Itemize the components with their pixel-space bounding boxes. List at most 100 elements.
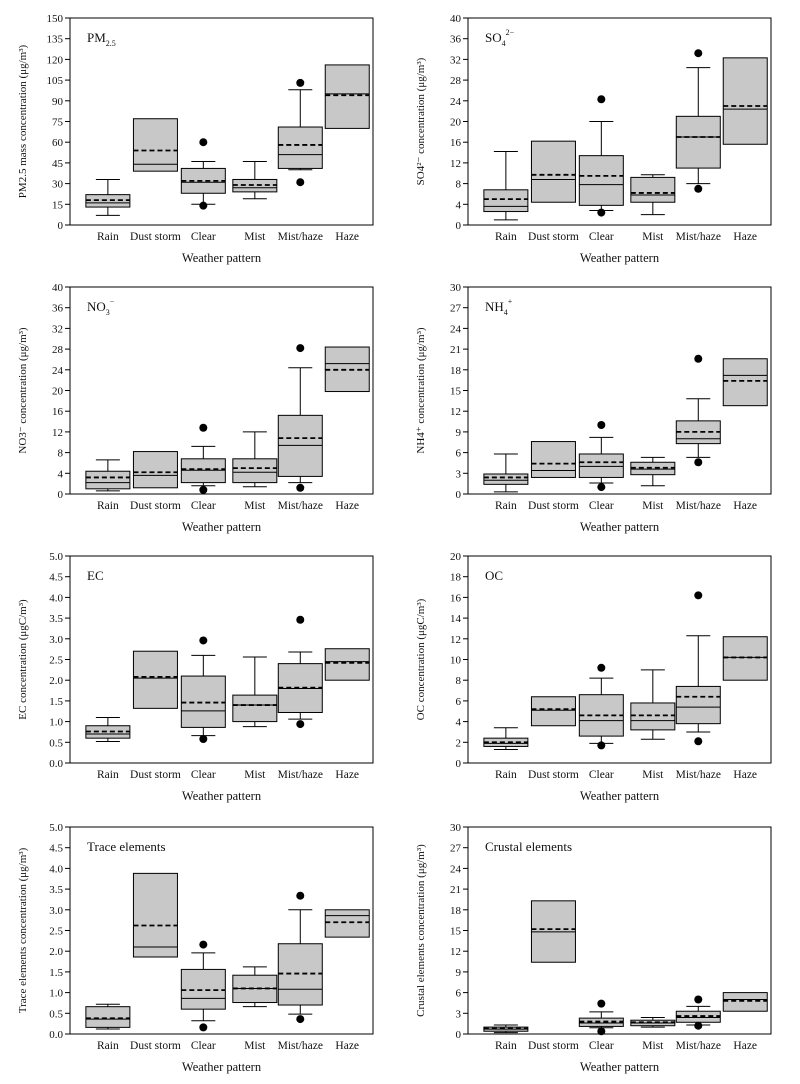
iqr-box [324, 64, 370, 129]
chart-panel-2: 0 4 8 12 16 20 24 28 32 36 40 Rain Dust storm Clear Mi… [415, 13, 772, 265]
box-clear [578, 999, 624, 1036]
y-tick-label: 3.0 [49, 634, 63, 646]
category-label: Haze [733, 769, 757, 781]
y-tick-label: 3.5 [49, 613, 63, 625]
box-mist [630, 1016, 676, 1028]
y-tick-label: 30 [450, 282, 462, 294]
y-tick-label: 36 [450, 34, 462, 46]
category-label: Mist/haze [278, 1040, 323, 1052]
category-label: Rain [495, 769, 517, 781]
box-mist-haze [675, 354, 721, 467]
category-label: Dust storm [528, 231, 579, 243]
box-clear [180, 138, 226, 210]
box-rain [85, 459, 131, 492]
outlier-point [694, 591, 703, 600]
box-clear [578, 421, 624, 492]
y-tick-label: 3.5 [49, 884, 63, 896]
iqr-box [483, 189, 529, 213]
outlier-point [199, 636, 208, 645]
box-mist-haze [675, 995, 721, 1030]
category-label: Dust storm [528, 769, 579, 781]
y-tick-label: 24 [450, 863, 462, 875]
y-tick-label: 32 [52, 323, 63, 335]
category-label: Haze [733, 500, 757, 512]
y-tick-label: 20 [450, 117, 462, 129]
iqr-box [722, 992, 768, 1012]
y-tick-label: 4.5 [49, 843, 63, 855]
iqr-box [232, 458, 278, 484]
category-label: Dust storm [130, 500, 181, 512]
category-label: Mist/haze [676, 500, 721, 512]
category-label: Clear [589, 500, 614, 512]
iqr-box [578, 155, 624, 206]
iqr-box [85, 470, 131, 490]
category-label: Rain [495, 500, 517, 512]
box-mist-haze [277, 891, 323, 1024]
y-tick-label: 18 [450, 365, 462, 377]
x-axis-label: Weather pattern [580, 1060, 660, 1074]
y-tick-label: 27 [450, 843, 462, 855]
outlier-point [694, 354, 703, 363]
category-label: Dust storm [130, 769, 181, 781]
outlier-point [199, 1023, 208, 1032]
outlier-point [199, 940, 208, 949]
panel-title: EC [87, 568, 104, 583]
y-tick-label: 8 [456, 179, 462, 191]
category-label: Mist [244, 500, 266, 512]
outlier-point [694, 184, 703, 193]
y-tick-label: 2 [456, 737, 462, 749]
category-label: Clear [589, 769, 614, 781]
chart-panel-6: 0 2 4 6 8 10 12 14 16 18 20 Rain Dust storm Clear Mist… [415, 551, 772, 803]
category-label: Haze [335, 231, 359, 243]
y-tick-label: 18 [450, 905, 462, 917]
category-label: Mist [642, 231, 664, 243]
iqr-box [722, 636, 768, 681]
category-label: Dust storm [130, 231, 181, 243]
iqr-box [232, 178, 278, 193]
box-rain [85, 1003, 131, 1030]
outlier-point [597, 741, 606, 750]
iqr-box [530, 140, 576, 203]
y-tick-label: 28 [450, 75, 462, 87]
y-tick-label: 28 [52, 344, 64, 356]
chart-panel-3: 0 4 8 12 16 20 24 28 32 36 40 Rain Dust storm Clear Mi… [17, 282, 374, 534]
box-mist [630, 174, 676, 216]
panel-title: Trace elements [87, 839, 166, 854]
y-tick-label: 14 [450, 613, 462, 625]
iqr-box [85, 194, 131, 208]
y-tick-label: 45 [52, 158, 64, 170]
box-mist-haze [277, 615, 323, 729]
category-label: Mist [642, 769, 664, 781]
iqr-box [675, 115, 721, 169]
y-tick-label: 0 [58, 489, 64, 501]
outlier-point [597, 421, 606, 429]
y-tick-label: 105 [47, 75, 64, 87]
box-haze [722, 358, 768, 407]
iqr-box [578, 453, 624, 478]
category-label: Rain [495, 231, 517, 243]
category-label: Mist/haze [278, 500, 323, 512]
y-tick-label: 0 [456, 220, 462, 232]
outlier-point [694, 49, 703, 58]
chart-panel-8: 0 3 6 9 12 15 18 21 24 27 30 Rain Dust storm Clear Mis… [415, 822, 772, 1074]
y-tick-label: 40 [450, 13, 462, 25]
y-tick-label: 32 [450, 54, 461, 66]
y-tick-label: 12 [52, 427, 63, 439]
y-tick-label: 4 [456, 199, 462, 211]
y-tick-label: 0 [58, 220, 64, 232]
y-tick-label: 1.0 [49, 717, 63, 729]
category-label: Haze [335, 1040, 359, 1052]
outlier-point [296, 344, 305, 353]
y-tick-label: 12 [450, 946, 461, 958]
y-tick-label: 0.5 [49, 737, 63, 749]
outlier-point [694, 458, 703, 467]
y-tick-label: 1.5 [49, 967, 63, 979]
box-haze [324, 909, 370, 938]
y-tick-label: 75 [52, 117, 64, 129]
box-haze [722, 636, 768, 681]
category-label: Mist/haze [676, 1040, 721, 1052]
y-tick-label: 24 [450, 323, 462, 335]
y-tick-label: 15 [450, 926, 462, 938]
y-tick-label: 5.0 [49, 551, 63, 563]
outlier-point [199, 201, 208, 210]
